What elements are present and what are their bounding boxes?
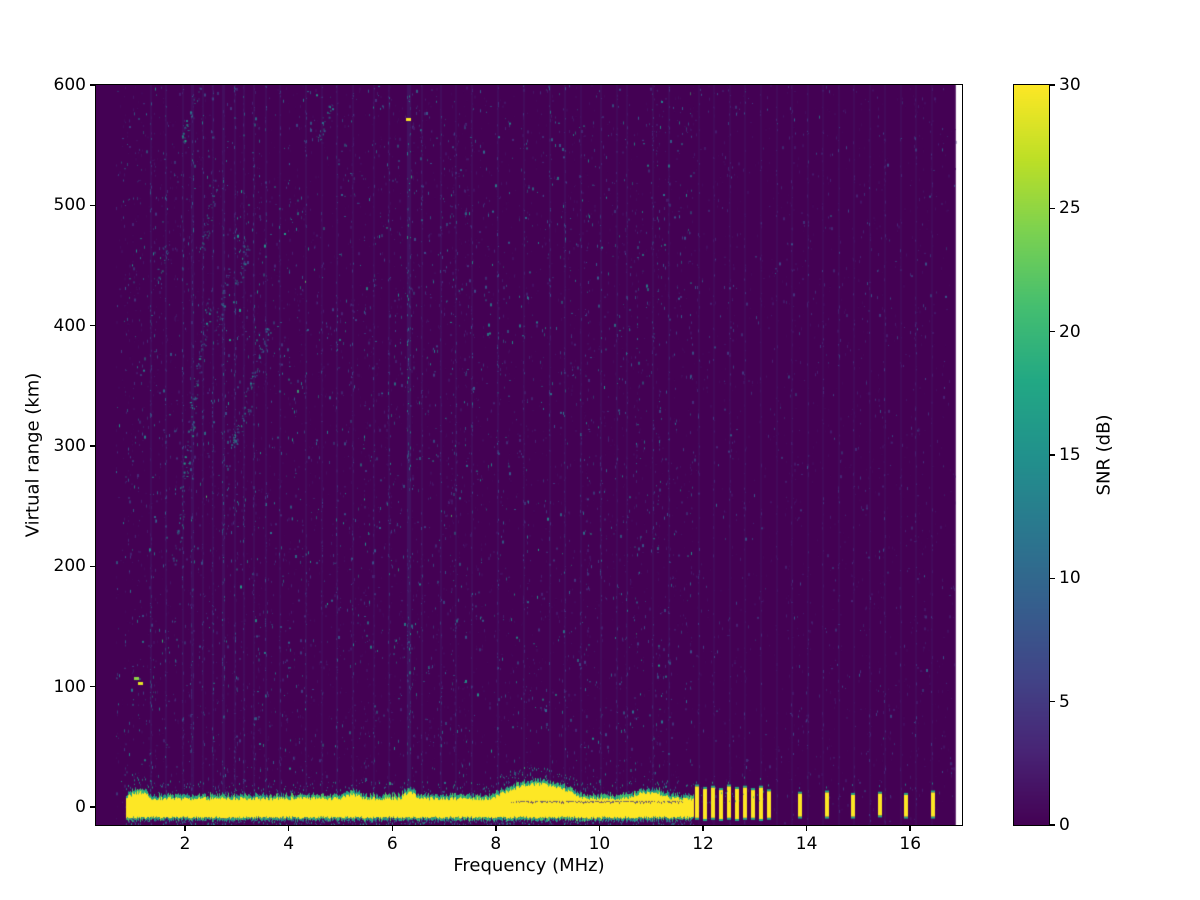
colorbar-label: SNR (dB) (1093, 414, 1115, 496)
y-axis-label: Virtual range (km) (22, 372, 44, 538)
y-tick-label: 400 (53, 315, 86, 336)
colorbar-tick-label: 25 (1059, 198, 1081, 219)
x-tick-mark (909, 825, 911, 831)
colorbar-tick-mark (1049, 207, 1055, 210)
x-axis-label: Frequency (MHz) (453, 855, 605, 876)
colorbar-tick-label: 10 (1059, 568, 1081, 589)
x-tick-label: 16 (899, 834, 922, 854)
colorbar-canvas (1014, 85, 1049, 825)
heatmap-canvas (96, 85, 962, 825)
colorbar-tick-label: 5 (1059, 691, 1070, 712)
colorbar (1013, 84, 1050, 826)
x-tick-mark (287, 825, 290, 831)
y-tick-label: 600 (53, 75, 86, 95)
x-tick-label: 12 (692, 834, 714, 854)
colorbar-tick-mark (1049, 330, 1055, 333)
x-tick-label: 2 (179, 834, 191, 854)
y-tick-label: 100 (53, 676, 86, 697)
colorbar-tick-mark (1049, 824, 1055, 826)
x-tick-label: 10 (588, 834, 611, 854)
x-tick-mark (495, 825, 497, 831)
x-tick-mark (184, 825, 186, 831)
y-tick-label: 200 (53, 556, 86, 577)
y-tick-label: 500 (53, 195, 86, 216)
x-tick-label: 4 (283, 834, 295, 854)
colorbar-tick-mark (1049, 84, 1055, 86)
y-tick-label: 0 (75, 796, 86, 817)
x-tick-label: 8 (490, 834, 502, 854)
x-tick-mark (391, 825, 393, 831)
colorbar-tick-mark (1049, 700, 1055, 703)
x-tick-mark (598, 825, 601, 831)
colorbar-tick-mark (1049, 577, 1055, 580)
x-tick-label: 6 (386, 834, 398, 854)
colorbar-tick-label: 0 (1059, 815, 1070, 835)
colorbar-tick-label: 20 (1059, 321, 1081, 342)
x-tick-mark (805, 825, 808, 831)
colorbar-tick-label: 30 (1059, 75, 1081, 95)
colorbar-tick-mark (1049, 454, 1055, 456)
plot-area (95, 84, 963, 826)
x-tick-mark (702, 825, 704, 831)
x-tick-label: 14 (795, 834, 818, 854)
